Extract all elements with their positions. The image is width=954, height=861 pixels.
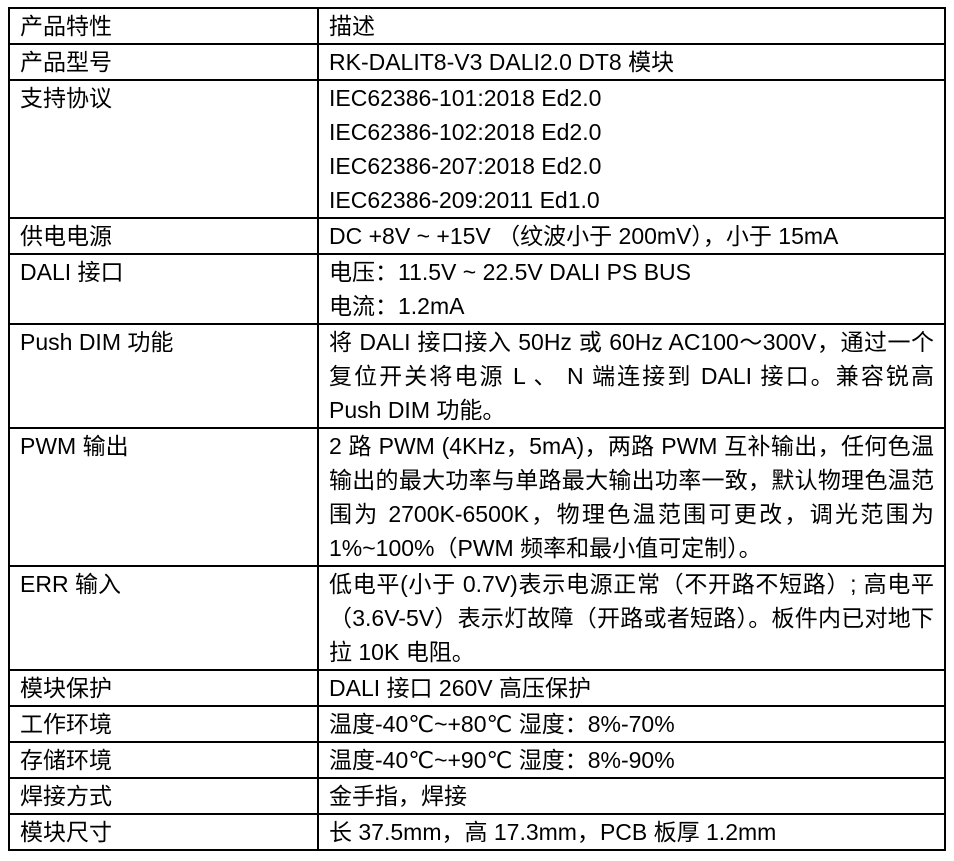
feature-column-header: 产品特性 (8, 7, 319, 45)
description-line: IEC62386-209:2011 Ed1.0 (329, 187, 600, 213)
description-cell: IEC62386-101:2018 Ed2.0 IEC62386-102:2018… (317, 79, 946, 219)
description-column-header: 描述 (317, 7, 946, 45)
feature-cell: 工作环境 (8, 705, 319, 743)
table-row: 存储环境 温度-40℃~+90℃ 湿度：8%-90% (8, 741, 946, 779)
feature-cell: 模块保护 (8, 669, 319, 707)
description-line: 电流：1.2mA (329, 293, 465, 319)
description-line: 温度-40℃~+80℃ 湿度：8%-70% (329, 711, 675, 737)
table-row: 支持协议 IEC62386-101:2018 Ed2.0 IEC62386-102… (8, 79, 946, 219)
feature-cell: 支持协议 (8, 79, 319, 219)
description-line: 将 DALI 接口接入 50Hz 或 60Hz AC100～300V，通过一个复… (329, 329, 934, 423)
description-line: DALI 接口 260V 高压保护 (329, 675, 592, 701)
feature-cell: ERR 输入 (8, 565, 319, 671)
table-row: PWM 输出 2 路 PWM (4KHz，5mA)，两路 PWM 互补输出，任何… (8, 427, 946, 567)
description-line: DC +8V ~ +15V （纹波小于 200mV），小于 15mA (329, 223, 839, 249)
feature-cell: 产品型号 (8, 43, 319, 81)
description-cell: 温度-40℃~+90℃ 湿度：8%-90% (317, 741, 946, 779)
feature-cell: 供电电源 (8, 217, 319, 255)
table-header-row: 产品特性 描述 (8, 7, 946, 45)
description-line: 2 路 PWM (4KHz，5mA)，两路 PWM 互补输出，任何色温输出的最大… (329, 433, 934, 561)
description-cell: DALI 接口 260V 高压保护 (317, 669, 946, 707)
description-cell: DC +8V ~ +15V （纹波小于 200mV），小于 15mA (317, 217, 946, 255)
description-line: 低电平(小于 0.7V)表示电源正常（不开路不短路）; 高电平（3.6V-5V）… (329, 571, 934, 665)
description-cell: 长 37.5mm，高 17.3mm，PCB 板厚 1.2mm (317, 813, 946, 851)
description-cell: RK-DALIT8-V3 DALI2.0 DT8 模块 (317, 43, 946, 81)
description-line: IEC62386-207:2018 Ed2.0 (329, 153, 602, 179)
feature-cell: 模块尺寸 (8, 813, 319, 851)
feature-cell: 存储环境 (8, 741, 319, 779)
table-row: Push DIM 功能 将 DALI 接口接入 50Hz 或 60Hz AC10… (8, 323, 946, 429)
table-body: 产品型号 RK-DALIT8-V3 DALI2.0 DT8 模块 支持协议 IE… (8, 43, 946, 851)
table-row: DALI 接口 电压：11.5V ~ 22.5V DALI PS BUS 电流：1… (8, 253, 946, 325)
description-cell: 金手指，焊接 (317, 777, 946, 815)
table-row: 模块尺寸 长 37.5mm，高 17.3mm，PCB 板厚 1.2mm (8, 813, 946, 851)
table-row: 供电电源 DC +8V ~ +15V （纹波小于 200mV），小于 15mA (8, 217, 946, 255)
description-line: RK-DALIT8-V3 DALI2.0 DT8 模块 (329, 49, 675, 75)
feature-cell: PWM 输出 (8, 427, 319, 567)
description-cell: 将 DALI 接口接入 50Hz 或 60Hz AC100～300V，通过一个复… (317, 323, 946, 429)
description-line: IEC62386-102:2018 Ed2.0 (329, 119, 602, 145)
table-row: ERR 输入 低电平(小于 0.7V)表示电源正常（不开路不短路）; 高电平（3… (8, 565, 946, 671)
feature-cell: DALI 接口 (8, 253, 319, 325)
description-line: 温度-40℃~+90℃ 湿度：8%-90% (329, 747, 675, 773)
description-line: 电压：11.5V ~ 22.5V DALI PS BUS (329, 259, 691, 285)
description-cell: 低电平(小于 0.7V)表示电源正常（不开路不短路）; 高电平（3.6V-5V）… (317, 565, 946, 671)
description-cell: 电压：11.5V ~ 22.5V DALI PS BUS 电流：1.2mA (317, 253, 946, 325)
product-spec-table: 产品特性 描述 产品型号 RK-DALIT8-V3 DALI2.0 DT8 模块… (8, 7, 946, 851)
description-line: 金手指，焊接 (329, 783, 467, 809)
description-cell: 温度-40℃~+80℃ 湿度：8%-70% (317, 705, 946, 743)
description-line: IEC62386-101:2018 Ed2.0 (329, 85, 602, 111)
feature-cell: 焊接方式 (8, 777, 319, 815)
description-cell: 2 路 PWM (4KHz，5mA)，两路 PWM 互补输出，任何色温输出的最大… (317, 427, 946, 567)
table-row: 焊接方式 金手指，焊接 (8, 777, 946, 815)
table-row: 模块保护 DALI 接口 260V 高压保护 (8, 669, 946, 707)
table-row: 工作环境 温度-40℃~+80℃ 湿度：8%-70% (8, 705, 946, 743)
description-line: 长 37.5mm，高 17.3mm，PCB 板厚 1.2mm (329, 819, 777, 845)
table-row: 产品型号 RK-DALIT8-V3 DALI2.0 DT8 模块 (8, 43, 946, 81)
feature-cell: Push DIM 功能 (8, 323, 319, 429)
